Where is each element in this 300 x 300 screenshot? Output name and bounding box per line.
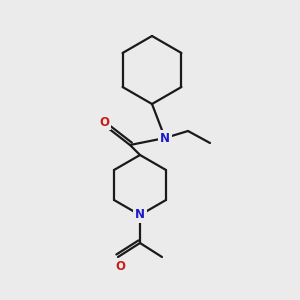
Text: O: O [115,260,125,272]
Text: N: N [135,208,145,221]
Text: O: O [99,116,109,128]
Text: N: N [160,131,170,145]
